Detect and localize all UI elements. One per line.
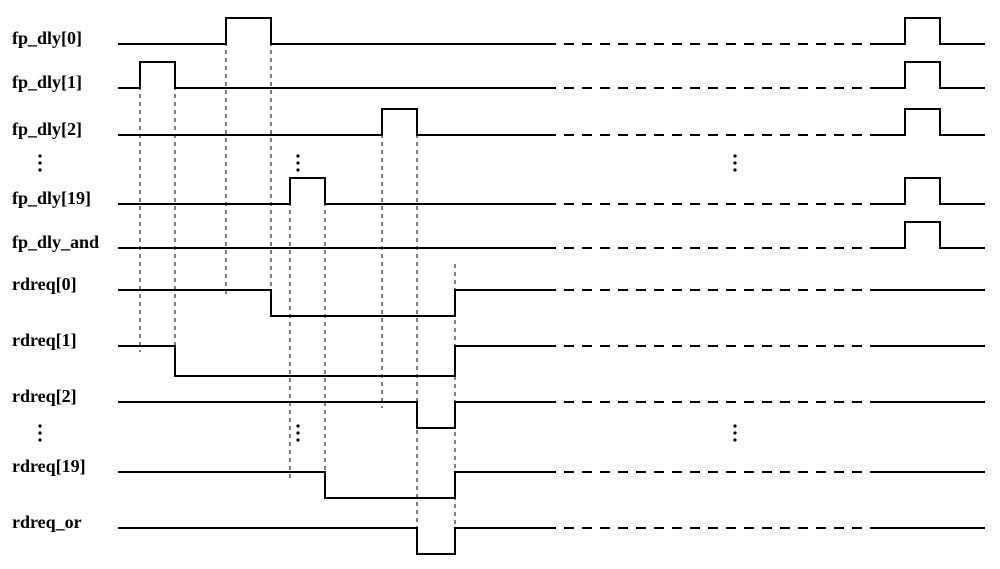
signal-label: fp_dly[2]	[12, 119, 82, 139]
signal-label: rdreq[2]	[12, 386, 77, 406]
timing-diagram: fp_dly[0] fp_dly[1] fp_dly[2] fp_dly[19] fp_…	[0, 0, 1000, 569]
signal-label: rdreq[19]	[12, 456, 86, 476]
signal-label: fp_dly_and	[12, 232, 99, 252]
signal-label: fp_dly[19]	[12, 188, 91, 208]
signal-label: fp_dly[0]	[12, 28, 82, 48]
signal-label: rdreq_or	[12, 512, 82, 532]
signal-label: rdreq[0]	[12, 274, 77, 294]
signal-label: rdreq[1]	[12, 330, 77, 350]
signal-label: fp_dly[1]	[12, 72, 82, 92]
